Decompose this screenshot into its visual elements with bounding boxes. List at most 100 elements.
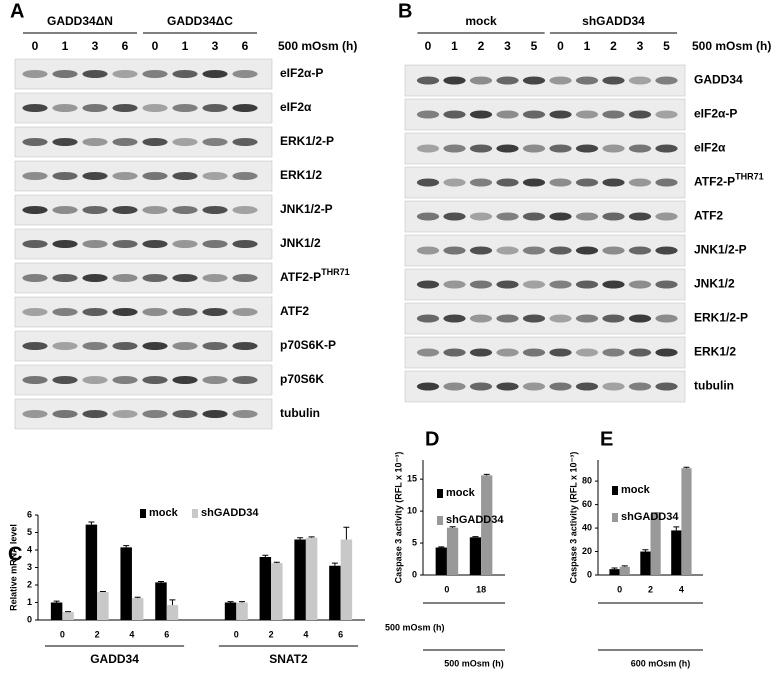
blot-band: [469, 144, 493, 153]
blot-band: [549, 144, 572, 153]
y-tick-label: 10: [407, 505, 417, 515]
blot-band: [496, 348, 519, 357]
lane-label: 3: [637, 39, 644, 53]
blot-band: [22, 138, 48, 146]
row-label: JNK1/2-P: [694, 243, 747, 257]
blot-band: [628, 110, 652, 119]
row-label-sup: THR71: [321, 267, 350, 277]
blot-band: [172, 342, 198, 350]
blot-band: [82, 240, 108, 248]
blot-band: [202, 104, 228, 112]
y-tick-label: 1: [27, 597, 32, 607]
blot-band: [112, 342, 138, 350]
blot-band: [202, 138, 228, 146]
blot-band: [575, 246, 599, 255]
y-tick-label: 15: [407, 474, 417, 484]
row-label-text: eIF2α: [694, 141, 726, 155]
blot-band: [628, 144, 652, 153]
row-label-text: p70S6K: [280, 372, 324, 386]
error-bar: [99, 590, 106, 592]
blot-band: [82, 70, 108, 78]
blot-band: [602, 314, 625, 323]
legend-label: mock: [621, 484, 651, 496]
blot-band: [142, 172, 168, 180]
blot-band: [549, 314, 572, 323]
blot-band: [549, 246, 572, 255]
error-bar: [157, 581, 164, 583]
row-label-text: tubulin: [694, 379, 734, 393]
blot-band: [602, 348, 625, 357]
legend-label: shGADD34: [201, 507, 259, 519]
blot-band: [112, 104, 138, 112]
row-label-text: GADD34: [694, 73, 743, 87]
blot-band: [549, 110, 572, 119]
blot-band: [496, 178, 519, 187]
bar: [120, 547, 132, 620]
blot-band: [22, 104, 48, 112]
row-label: eIF2α-P: [694, 107, 737, 121]
blot-band: [575, 178, 599, 187]
row-label-sup: THR71: [735, 172, 764, 182]
blot-band: [655, 314, 678, 323]
error-bar: [53, 600, 60, 603]
blot-band: [82, 172, 108, 180]
y-tick-label: 4: [27, 544, 32, 554]
group-label: GADD34: [90, 652, 139, 666]
blot-band: [628, 246, 652, 255]
blot-band: [522, 280, 546, 289]
blot-band: [22, 376, 48, 384]
blot-band: [522, 144, 546, 153]
row-label: JNK1/2: [280, 236, 321, 250]
bar: [619, 566, 630, 575]
lane-label: 0: [32, 39, 39, 53]
blot-band: [202, 274, 228, 282]
group-label: mock: [465, 14, 497, 28]
blot-band: [628, 212, 652, 221]
error-bar: [65, 611, 72, 613]
blot-band: [443, 314, 466, 323]
blot-band: [443, 178, 466, 187]
error-bar: [262, 554, 269, 557]
bar: [650, 513, 661, 575]
row-label-text: JNK1/2-P: [694, 243, 747, 257]
blot-band: [52, 308, 78, 316]
blot-band: [575, 348, 599, 357]
blot-band: [142, 70, 168, 78]
blot-band: [522, 246, 546, 255]
bar: [85, 524, 98, 620]
row-label-text: ATF2-P: [694, 175, 735, 189]
blot-band: [469, 382, 493, 391]
bar: [671, 530, 682, 575]
blot-band: [602, 212, 625, 221]
blot-band: [52, 206, 78, 214]
blot-band: [602, 144, 625, 153]
row-label: tubulin: [694, 379, 734, 393]
blot-band: [469, 110, 493, 119]
blot-band: [655, 212, 678, 221]
lane-label: 6: [242, 39, 249, 53]
blot-band: [82, 410, 108, 418]
blot-band: [22, 308, 48, 316]
blot-band: [549, 280, 572, 289]
blot-band: [416, 178, 440, 187]
blot-band: [52, 104, 78, 112]
y-tick-label: 6: [27, 509, 32, 519]
blot-band: [443, 110, 466, 119]
row-label-text: ATF2: [694, 209, 723, 223]
blot-band: [416, 280, 440, 289]
legend-label: mock: [149, 507, 179, 519]
row-label-text: ERK1/2-P: [694, 311, 748, 325]
blot-band: [522, 348, 546, 357]
blot-band: [469, 76, 493, 85]
blot-band: [549, 212, 572, 221]
legend-swatch: [612, 486, 618, 495]
blot-band: [469, 348, 493, 357]
blot-band: [522, 212, 546, 221]
blot-band: [443, 212, 466, 221]
blot-band: [232, 70, 258, 78]
blot-band: [416, 76, 440, 85]
row-label-text: ERK1/2-P: [280, 134, 334, 148]
condition-label: 500 mOsm (h): [278, 39, 357, 53]
row-label-text: p70S6K-P: [280, 338, 336, 352]
blot-band: [22, 70, 48, 78]
